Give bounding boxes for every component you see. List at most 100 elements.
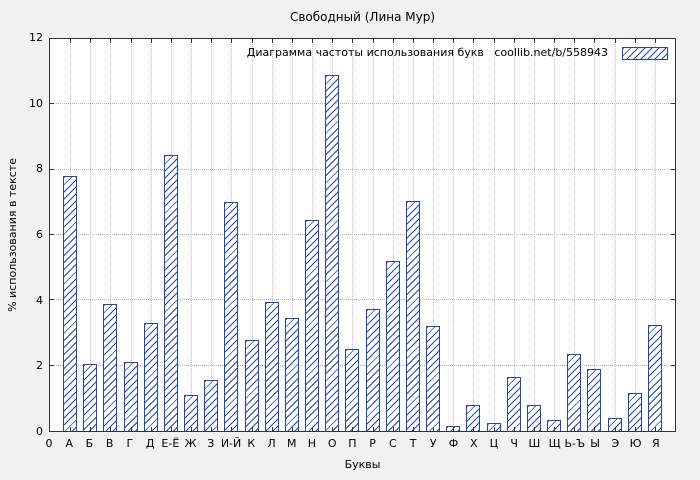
bar-Б (83, 364, 98, 431)
tick-mark-bottom-О (332, 427, 334, 431)
gridline-v-К (251, 39, 253, 431)
bar-Ь-Ъ (567, 354, 582, 431)
gridline-v-Ж (191, 39, 193, 431)
gridline-v-С (392, 39, 394, 431)
gridline-v-Я (654, 39, 656, 431)
tick-mark-right-10 (671, 103, 675, 105)
gridline-v-Ь-Ъ (574, 39, 576, 431)
bar-Е-Ё (163, 154, 178, 431)
gridline-h-8 (50, 168, 675, 170)
x-tick-label-Ч: Ч (510, 437, 518, 450)
tick-mark-top-Ч (513, 39, 515, 43)
tick-mark-bottom-Г (130, 427, 132, 431)
gridline-v-Ю (634, 39, 636, 431)
tick-mark-top-Е-Ё (170, 39, 172, 43)
bar-Л (264, 301, 279, 431)
y-tick-label-4: 4 (36, 293, 43, 307)
tick-mark-bottom-Б (90, 427, 92, 431)
tick-mark-top-Ь-Ъ (574, 39, 576, 43)
tick-mark-bottom-Ш (533, 427, 535, 431)
y-tick-label-12: 12 (29, 31, 43, 44)
tick-mark-bottom-Я (654, 427, 656, 431)
tick-mark-right-2 (671, 364, 675, 366)
tick-mark-bottom-С (392, 427, 394, 431)
bar-С (385, 261, 400, 431)
tick-mark-bottom-И-Й (231, 427, 233, 431)
bar-Р (365, 308, 380, 431)
legend-swatch (622, 46, 668, 60)
tick-mark-top-О (332, 39, 334, 43)
x-tick-label-З: З (207, 437, 215, 450)
tick-mark-top-М (291, 39, 293, 43)
x-tick-label-Ц: Ц (489, 437, 499, 450)
bar-А (63, 176, 78, 431)
bar-К (244, 339, 259, 431)
x-tick-label-Т: Т (409, 437, 417, 450)
x-tick-label-С: С (388, 437, 397, 450)
tick-mark-bottom-З (211, 427, 213, 431)
x-tick-label-Э: Э (611, 437, 620, 450)
bar-З (204, 380, 219, 431)
gridline-h-10 (50, 103, 675, 105)
chart-title: Свободный (Лина Мур) (289, 10, 436, 24)
tick-mark-bottom-Р (372, 427, 374, 431)
tick-mark-bottom-Х (473, 427, 475, 431)
tick-mark-top-К (251, 39, 253, 43)
x-tick-label-Я: Я (651, 437, 660, 450)
bar-П (345, 349, 360, 431)
tick-mark-bottom-Ф (453, 427, 455, 431)
bar-Ю (627, 393, 642, 431)
tick-mark-bottom-В (110, 427, 112, 431)
tick-mark-top-Ы (594, 39, 596, 43)
tick-mark-bottom-П (352, 427, 354, 431)
bar-Ч (506, 377, 521, 431)
x-tick-label-Ш: Ш (528, 437, 541, 450)
tick-mark-top-З (211, 39, 213, 43)
tick-mark-top-Ю (634, 39, 636, 43)
x-tick-label-Д: Д (145, 437, 155, 450)
gridline-v-Б (90, 39, 92, 431)
gridline-v-З (211, 39, 213, 431)
y-tick-label-2: 2 (36, 359, 43, 373)
x-tick-label-Г: Г (126, 437, 134, 450)
tick-mark-left-10 (50, 103, 54, 105)
gridline-v-Ы (594, 39, 596, 431)
gridline-v-Ш (533, 39, 535, 431)
tick-mark-top-Я (654, 39, 656, 43)
gridline-v-У (433, 39, 435, 431)
tick-mark-top-Щ (554, 39, 556, 43)
tick-mark-top-С (392, 39, 394, 43)
gridline-v-Д (150, 39, 152, 431)
bar-Ж (184, 395, 199, 431)
x-tick-label-Б: Б (85, 437, 94, 450)
x-tick-label-Р: Р (369, 437, 376, 450)
tick-mark-top-А (70, 39, 72, 43)
tick-mark-top-Л (271, 39, 273, 43)
tick-mark-bottom-Щ (554, 427, 556, 431)
x-tick-label-В: В (105, 437, 114, 450)
tick-mark-top-Д (150, 39, 152, 43)
x-tick-label-Ю: Ю (629, 437, 642, 450)
tick-mark-left-6 (50, 234, 54, 235)
y-tick-label-10: 10 (29, 96, 43, 110)
tick-mark-top-Р (372, 39, 374, 43)
tick-mark-top-Г (130, 39, 132, 43)
gridline-h-6 (50, 234, 675, 235)
tick-mark-bottom-Е-Ё (170, 427, 172, 431)
bar-Ш (526, 404, 541, 431)
gridline-v-Э (614, 39, 616, 431)
gridline-v-В (110, 39, 112, 431)
x-tick-label-К: К (247, 437, 256, 450)
bar-М (284, 318, 299, 431)
bar-Х (466, 404, 481, 431)
tick-mark-bottom-Э (614, 427, 616, 431)
tick-mark-bottom-А (70, 427, 72, 431)
x-tick-label-И-Й: И-Й (220, 437, 242, 450)
x-tick-label-Щ: Щ (548, 437, 561, 450)
x-tick-label-М: М (286, 437, 297, 450)
tick-mark-top-П (352, 39, 354, 43)
y-tick-label-6: 6 (36, 228, 43, 241)
bar-У (426, 326, 441, 431)
bar-Н (305, 220, 320, 431)
